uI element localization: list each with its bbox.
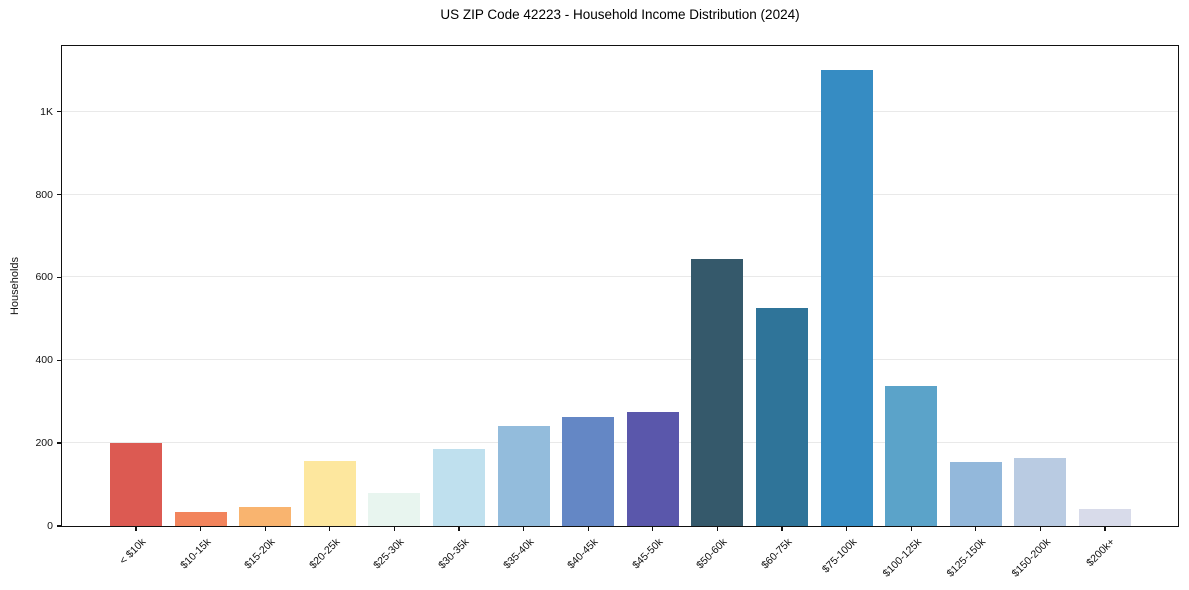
x-tick-mark [910, 526, 912, 531]
bar-40-45k [562, 417, 615, 526]
x-tick-mark [652, 526, 654, 531]
bar-60-75k [756, 308, 808, 526]
y-axis-title: Households [9, 256, 21, 316]
bar-75-100k [820, 70, 873, 526]
y-tick-label: 800 [35, 188, 53, 201]
y-tick-mark [57, 193, 62, 196]
bar-100-125k [885, 385, 938, 526]
y-tick-label: 600 [35, 271, 53, 284]
x-tick-label: $25-30k [371, 536, 407, 572]
x-tick-mark [975, 526, 977, 531]
y-tick-label: 400 [35, 354, 53, 367]
x-tick-mark [587, 526, 589, 531]
y-tick-mark [57, 110, 62, 113]
gridline [62, 110, 1178, 112]
x-tick-label: $200k+ [1084, 536, 1118, 570]
x-tick-mark [716, 526, 719, 531]
gridline [62, 276, 1178, 278]
bar-35-40k [497, 425, 550, 526]
x-tick-mark [135, 526, 137, 531]
y-tick-mark [57, 359, 62, 361]
bar-200k [1079, 509, 1131, 526]
bar-10-15k [174, 511, 227, 526]
bar-50-60k [691, 258, 744, 526]
y-tick-mark [57, 276, 62, 279]
x-tick-mark [199, 526, 202, 531]
x-tick-label: $100-125k [880, 536, 924, 580]
bar-45-50k [626, 412, 679, 526]
y-tick-mark [57, 442, 62, 444]
x-tick-label: $60-75k [759, 536, 795, 572]
gridline [62, 442, 1178, 444]
x-tick-label: $30-35k [436, 536, 472, 572]
gridline [62, 359, 1178, 361]
y-tick-label: 1K [40, 105, 53, 118]
x-tick-mark [329, 526, 331, 531]
bar-150-200k [1014, 457, 1067, 526]
x-tick-mark [845, 526, 848, 531]
x-tick-label: $15-20k [242, 536, 278, 572]
bar-10k [110, 443, 162, 526]
x-tick-mark [781, 526, 783, 531]
x-tick-label: $125-150k [944, 536, 989, 580]
x-tick-mark [264, 526, 266, 531]
bar-20-25k [303, 460, 356, 526]
x-tick-mark [1039, 526, 1042, 531]
plot-area: 0 200 400 600 800 1K < $10k $10-15k $15-20k $20-… [35, 45, 1179, 580]
x-axis-labels: < $10k $10-15k $15-20k $20-25k $25-30k $30-35… [62, 526, 1178, 586]
y-tick-mark [57, 525, 62, 527]
x-tick-mark [458, 526, 460, 531]
x-tick-label: $35-40k [500, 536, 537, 572]
y-tick-label: 200 [35, 437, 53, 450]
x-tick-label: $20-25k [306, 536, 343, 572]
x-tick-label: $10-15k [177, 536, 214, 572]
x-tick-label: $50-60k [694, 536, 730, 572]
gridline [62, 193, 1178, 195]
chart-title: US ZIP Code 42223 - Household Income Dis… [440, 7, 800, 22]
x-tick-label: < $10k [117, 536, 149, 567]
x-tick-label: $75-100k [819, 536, 860, 576]
bar-30-35k [433, 449, 485, 526]
x-tick-mark [522, 526, 525, 531]
x-tick-mark [393, 526, 396, 531]
x-tick-label: $150-200k [1009, 536, 1053, 580]
bar-25-30k [368, 492, 421, 526]
x-tick-label: $45-50k [629, 536, 666, 572]
x-tick-label: $40-45k [565, 536, 601, 572]
y-tick-label: 0 [47, 520, 53, 532]
bar-125-150k [949, 462, 1002, 526]
bar-15-20k [239, 506, 292, 526]
x-tick-mark [1104, 526, 1106, 531]
